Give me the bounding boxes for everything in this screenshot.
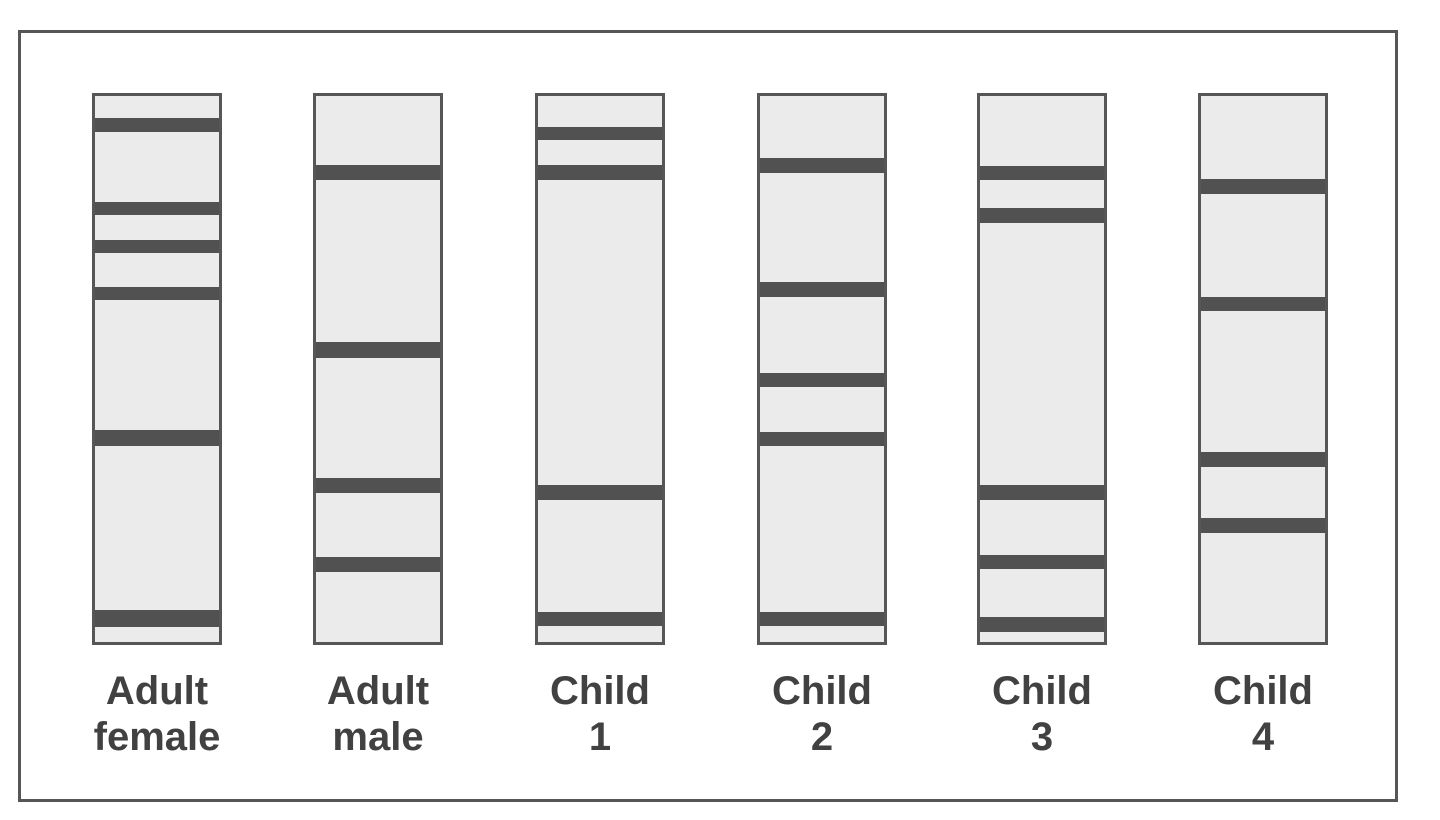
lane-label-child-2: Child 2	[712, 668, 932, 760]
dna-band	[316, 557, 440, 572]
lane-label-adult-male: Adult male	[268, 668, 488, 760]
dna-band	[538, 127, 662, 140]
dna-band	[316, 165, 440, 180]
lane-label-line1: Child	[772, 669, 872, 713]
lane-label-line2: 2	[810, 715, 834, 759]
dna-band	[1201, 518, 1325, 533]
lane-label-line2: female	[93, 715, 221, 759]
dna-band	[95, 430, 219, 446]
dna-band	[760, 282, 884, 297]
dna-band	[1201, 297, 1325, 311]
lane-label-line1: Adult	[326, 669, 430, 713]
lane-label-line1: Child	[550, 669, 650, 713]
lane-label-line2: 1	[588, 715, 612, 759]
dna-band	[95, 202, 219, 215]
lane-label-line1: Child	[1213, 669, 1313, 713]
dna-band	[95, 610, 219, 627]
lane-label-adult-female: Adult female	[47, 668, 267, 760]
gel-lane-child-4	[1198, 93, 1328, 645]
lane-label-line2: 4	[1251, 715, 1275, 759]
dna-band	[95, 287, 219, 300]
dna-band	[760, 373, 884, 387]
dna-band	[760, 432, 884, 446]
lane-label-line1: Child	[992, 669, 1092, 713]
dna-band	[1201, 452, 1325, 467]
lane-label-child-4: Child 4	[1153, 668, 1373, 760]
dna-band	[980, 485, 1104, 500]
dna-band	[980, 208, 1104, 223]
gel-lane-adult-female	[92, 93, 222, 645]
lane-label-line2: male	[332, 715, 424, 759]
dna-band	[760, 612, 884, 626]
lane-label-line1: Adult	[105, 669, 209, 713]
gel-lane-adult-male	[313, 93, 443, 645]
lane-label-child-1: Child 1	[490, 668, 710, 760]
dna-band	[538, 485, 662, 500]
dna-band	[316, 478, 440, 493]
gel-lane-child-1	[535, 93, 665, 645]
dna-band	[980, 617, 1104, 632]
dna-band	[538, 165, 662, 180]
dna-band	[95, 240, 219, 253]
gel-lane-child-3	[977, 93, 1107, 645]
lane-label-line2: 3	[1030, 715, 1054, 759]
dna-band	[538, 612, 662, 626]
dna-band	[95, 118, 219, 132]
dna-band	[316, 342, 440, 358]
dna-band	[980, 166, 1104, 180]
dna-band	[760, 158, 884, 173]
dna-band	[1201, 179, 1325, 194]
gel-lane-child-2	[757, 93, 887, 645]
dna-band	[980, 555, 1104, 569]
lane-label-child-3: Child 3	[932, 668, 1152, 760]
figure-frame	[18, 30, 1398, 802]
